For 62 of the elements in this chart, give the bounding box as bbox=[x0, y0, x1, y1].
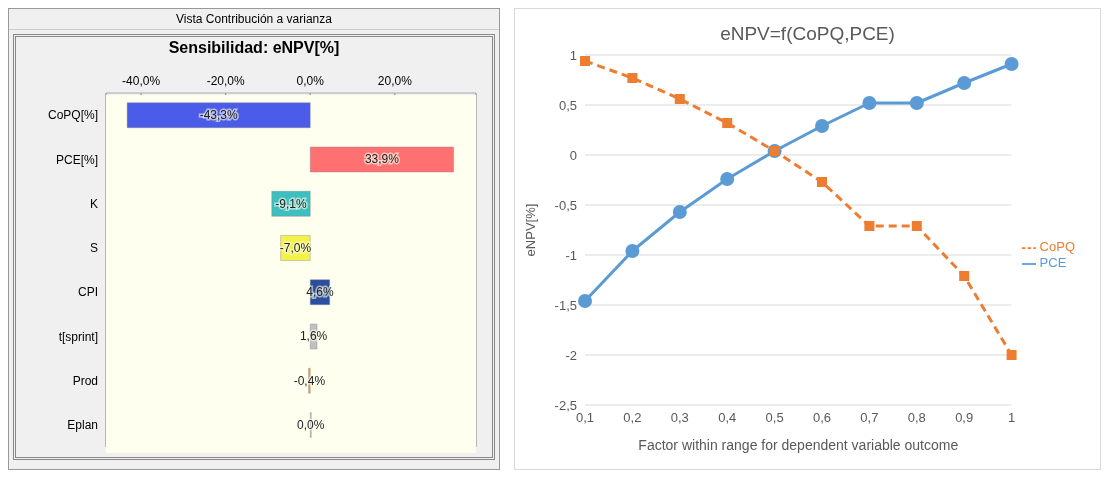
point bbox=[862, 96, 877, 110]
y-tick-label: 0 bbox=[569, 147, 577, 163]
y-tick-label: -2 bbox=[565, 347, 577, 363]
x-tick-label: 0,4 bbox=[718, 410, 737, 426]
x-tick-label: 0,2 bbox=[623, 410, 642, 426]
legend-label: PCE bbox=[1039, 255, 1067, 270]
x-tick-label: 0,0% bbox=[296, 74, 325, 88]
x-tick-label: 0,1 bbox=[575, 410, 595, 426]
point bbox=[625, 244, 640, 258]
bar bbox=[309, 146, 455, 173]
data-label: 33,9% bbox=[364, 152, 400, 167]
point bbox=[1006, 350, 1017, 360]
point bbox=[580, 56, 590, 66]
point bbox=[817, 177, 827, 187]
point bbox=[672, 205, 687, 219]
y-tick-label: CPI bbox=[77, 285, 98, 300]
y-tick-label: PCE[%] bbox=[55, 152, 98, 167]
point bbox=[911, 221, 922, 231]
x-tick-label: 0,6 bbox=[812, 410, 832, 426]
data-label: -9,1% bbox=[275, 196, 307, 211]
y-tick-label: K bbox=[89, 196, 98, 211]
x-tick-label: 0,9 bbox=[955, 410, 974, 426]
chart-title: eNPV=f(CoPQ,PCE) bbox=[719, 23, 896, 45]
data-label: -43,3% bbox=[199, 108, 239, 123]
y-tick-label: -1,5 bbox=[554, 297, 577, 313]
x-tick-label: 1 bbox=[1007, 410, 1016, 426]
y-tick-label: 1 bbox=[569, 47, 577, 63]
x-tick-label: -20,0% bbox=[206, 74, 245, 88]
point bbox=[627, 73, 638, 83]
x-tick-label: 0,3 bbox=[670, 410, 689, 426]
point bbox=[959, 271, 970, 281]
point bbox=[1004, 57, 1019, 71]
y-tick-label: Eplan bbox=[67, 418, 98, 433]
y-tick-label: CoPQ[%] bbox=[47, 108, 98, 123]
y-tick-label: 0,5 bbox=[558, 97, 577, 113]
x-tick-label: 0,5 bbox=[765, 410, 784, 426]
point bbox=[864, 221, 875, 231]
point bbox=[957, 76, 972, 90]
point bbox=[674, 94, 685, 104]
x-tick-label: 20,0% bbox=[377, 74, 413, 88]
bar bbox=[126, 102, 311, 129]
x-axis-title: Factor within range for dependent variable outcome bbox=[638, 437, 959, 453]
data-label: -7,0% bbox=[279, 240, 312, 255]
point bbox=[909, 96, 924, 110]
y-tick-label: t[sprint] bbox=[58, 329, 98, 344]
x-tick-label: 0,8 bbox=[907, 410, 926, 426]
point bbox=[720, 172, 735, 186]
y-tick-label: -1 bbox=[565, 247, 577, 263]
legend-label: CoPQ bbox=[1039, 239, 1075, 255]
y-tick-label: Prod bbox=[72, 373, 98, 388]
x-tick-label: 0,7 bbox=[860, 410, 879, 426]
x-tick-label: -40,0% bbox=[122, 74, 161, 88]
point bbox=[815, 119, 829, 133]
chart-title: Sensibilidad: eNPV[%] bbox=[167, 39, 341, 57]
text: Vista Contribución a varianza bbox=[9, 9, 499, 30]
point bbox=[722, 118, 733, 128]
y-tick-label: S bbox=[89, 241, 98, 256]
y-tick-label: -0,5 bbox=[554, 197, 577, 213]
data-label: 1,6% bbox=[299, 329, 328, 344]
y-tick-label: -2,5 bbox=[554, 397, 577, 413]
point bbox=[578, 294, 592, 308]
y-axis-title: eNPV[%] bbox=[522, 203, 538, 257]
